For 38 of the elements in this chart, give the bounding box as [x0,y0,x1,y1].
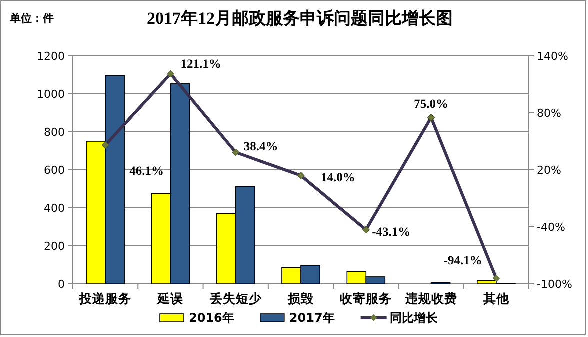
data-label: -94.1% [444,253,482,268]
y-tick-label: 200 [44,240,65,253]
y-tick-label: 1200 [37,50,65,63]
legend-label: 同比增长 [390,311,439,325]
point [492,274,500,282]
y-tick-label: 0 [58,278,65,291]
y2-tick-label: 20% [537,164,562,177]
point [297,172,305,180]
point [232,148,240,156]
x-tick-label: 其他 [482,291,510,306]
x-tick-label: 延误 [156,291,185,306]
y2-tick-label: -40% [537,221,566,234]
legend-label: 2016年 [189,311,234,325]
y-tick-label: 400 [44,202,65,215]
y-tick-label: 1000 [37,88,65,101]
y2-tick-label: 80% [537,107,562,120]
x-tick-label: 投递服务 [78,291,132,306]
data-label: 75.0% [414,96,448,111]
y2-tick-label: -100% [537,278,572,291]
y2-tick-label: 140% [537,50,568,63]
point [102,141,110,149]
chart-title: 2017年12月邮政服务申诉问题同比增长图 [147,9,453,28]
x-tick-label: 丢失短少 [208,291,263,306]
point [362,226,370,234]
y-tick-label: 600 [44,164,65,177]
text: 单位：件 [9,12,54,25]
data-label: -43.1% [372,224,411,239]
x-tick-label: 收寄服务 [340,291,392,306]
legend-label: 2017年 [289,311,335,325]
x-tick-label: 损毁 [287,291,315,306]
point [166,70,174,78]
data-label: 46.1% [130,164,164,178]
data-label: 121.1% [180,56,222,71]
data-label: 14.0% [321,170,356,185]
x-tick-label: 违规收费 [404,291,458,306]
y-tick-label: 800 [44,126,65,139]
data-label: 38.4% [244,140,278,154]
point [428,114,436,122]
